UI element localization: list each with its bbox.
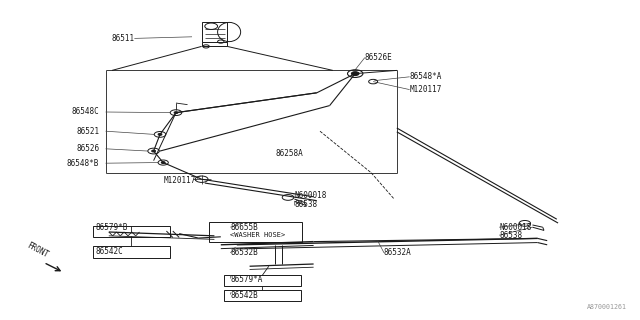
Text: <WASHER HOSE>: <WASHER HOSE> (230, 232, 285, 238)
Text: 86548C: 86548C (72, 108, 99, 116)
Text: 86542C: 86542C (96, 247, 124, 256)
Text: 86579*B: 86579*B (96, 223, 129, 232)
Text: 86579*A: 86579*A (230, 276, 263, 284)
Text: 86532A: 86532A (384, 248, 412, 257)
Bar (202, 22, 227, 42)
Text: 86655B: 86655B (230, 223, 258, 232)
Circle shape (158, 133, 162, 135)
Text: 86532B: 86532B (230, 248, 258, 257)
Text: 86258A: 86258A (275, 149, 303, 158)
Text: N600018: N600018 (499, 223, 532, 232)
Bar (224, 275, 301, 286)
Bar (224, 290, 301, 301)
Text: M120117: M120117 (410, 85, 442, 94)
Text: N600018: N600018 (294, 191, 327, 200)
Circle shape (161, 162, 165, 164)
Text: 86538: 86538 (294, 200, 317, 209)
Text: 86526E: 86526E (365, 53, 392, 62)
Text: 86526: 86526 (76, 144, 99, 153)
Text: A870001261: A870001261 (588, 304, 627, 310)
Text: 86548*A: 86548*A (410, 72, 442, 81)
Text: 86538: 86538 (499, 231, 522, 240)
Circle shape (351, 72, 359, 76)
Text: 86521: 86521 (76, 127, 99, 136)
Text: 86548*B: 86548*B (67, 159, 99, 168)
Circle shape (174, 112, 178, 114)
Text: 86511: 86511 (111, 34, 134, 43)
Circle shape (152, 150, 156, 152)
Bar (209, 222, 302, 242)
Bar (93, 246, 170, 258)
Text: M120117: M120117 (163, 176, 196, 185)
Text: 86542B: 86542B (230, 292, 258, 300)
Text: FRONT: FRONT (26, 240, 51, 259)
Bar (93, 226, 170, 237)
